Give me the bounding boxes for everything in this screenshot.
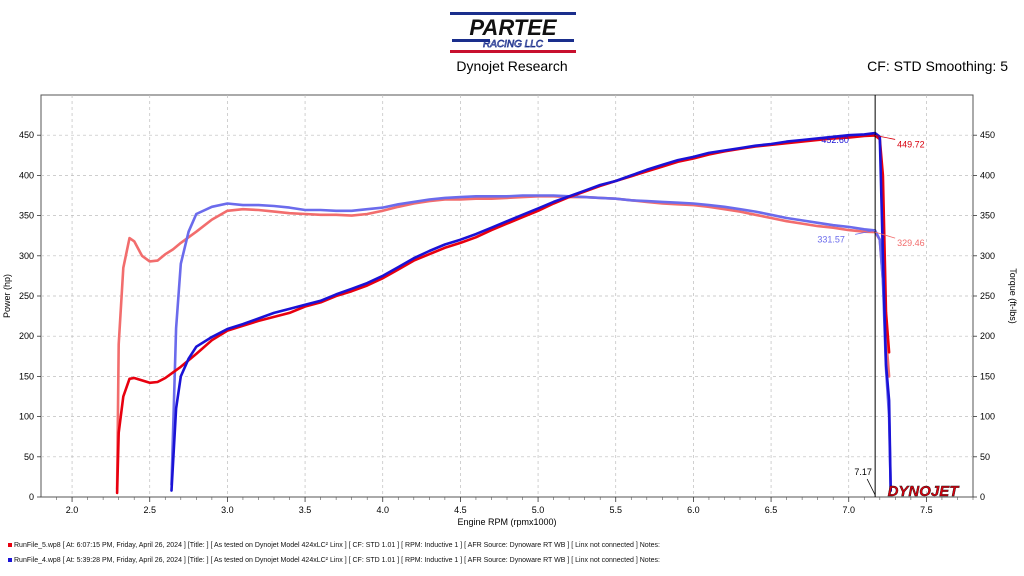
partee-racing-logo: PARTEE RACING LLC (450, 12, 576, 53)
y-left-tick-label: 450 (19, 130, 34, 140)
y-left-tick-label: 300 (19, 251, 34, 261)
y-axis-right-label: Torque (ft-lbs) (1008, 268, 1018, 324)
value-callout-leader (875, 231, 896, 239)
logo-main-text: PARTEE (469, 15, 558, 40)
y-right-tick-label: 300 (980, 251, 995, 261)
x-tick-label: 3.0 (221, 505, 234, 515)
logo-sub-text: RACING LLC (483, 39, 544, 50)
value-callout-label: 329.46 (897, 238, 925, 248)
series-runfile_4-wp8-power (170, 131, 893, 492)
y-right-tick-label: 50 (980, 452, 990, 462)
footer-run-4: RunFile_4.wp8 [ At: 5:39:28 PM, Friday, … (8, 557, 660, 564)
x-tick-label: 2.0 (66, 505, 79, 515)
cf-smoothing-info: CF: STD Smoothing: 5 (867, 58, 1008, 74)
rpm-cursor-pointer (866, 478, 876, 496)
footer-run-4-text: RunFile_4.wp8 [ At: 5:39:28 PM, Friday, … (14, 557, 660, 564)
y-right-tick-label: 450 (980, 130, 995, 140)
x-tick-label: 6.5 (765, 505, 778, 515)
value-callout-leader (859, 132, 876, 136)
y-right-tick-label: 150 (980, 371, 995, 381)
value-callout-label: 331.57 (817, 234, 845, 244)
y-left-tick-label: 400 (19, 170, 34, 180)
run-5-color-marker (8, 543, 12, 548)
x-tick-label: 5.5 (609, 505, 622, 515)
y-right-tick-label: 400 (980, 170, 995, 180)
y-left-tick-label: 0 (29, 492, 34, 502)
series-runfile_4-wp8-torque (170, 194, 893, 491)
dynojet-brand: DYNOJET (888, 483, 961, 500)
y-left-tick-label: 200 (19, 331, 34, 341)
value-callout-leader (875, 135, 896, 140)
x-tick-label: 6.0 (687, 505, 700, 515)
x-tick-label: 4.0 (376, 505, 389, 515)
run-4-color-marker (8, 558, 12, 563)
x-axis-label: Engine RPM (rpmx1000) (457, 517, 556, 527)
y-right-tick-label: 250 (980, 291, 995, 301)
y-left-tick-label: 50 (24, 452, 34, 462)
y-right-tick-label: 350 (980, 211, 995, 221)
x-tick-label: 7.5 (920, 505, 933, 515)
y-left-tick-label: 100 (19, 412, 34, 422)
value-callout-label: 449.72 (897, 139, 925, 149)
footer-run-5: RunFile_5.wp8 [ At: 6:07:15 PM, Friday, … (8, 542, 660, 549)
chart-subtitle: Dynojet Research (456, 58, 568, 74)
rpm-cursor-label: 7.17 (854, 467, 872, 477)
value-callout-leader (855, 230, 876, 235)
y-left-tick-label: 150 (19, 371, 34, 381)
y-left-tick-label: 250 (19, 291, 34, 301)
x-tick-label: 4.5 (454, 505, 467, 515)
x-tick-label: 7.0 (842, 505, 855, 515)
y-right-tick-label: 0 (980, 492, 985, 502)
series-runfile_5-wp8-torque (115, 195, 891, 491)
x-tick-label: 3.5 (299, 505, 312, 515)
footer-run-5-text: RunFile_5.wp8 [ At: 6:07:15 PM, Friday, … (14, 542, 660, 549)
x-tick-label: 2.5 (143, 505, 156, 515)
value-callout-label: 452.60 (821, 135, 849, 145)
y-axis-left-label: Power (hp) (2, 274, 12, 318)
x-tick-label: 5.0 (532, 505, 545, 515)
y-right-tick-label: 200 (980, 331, 995, 341)
y-left-tick-label: 350 (19, 211, 34, 221)
series-runfile_5-wp8-power (115, 134, 891, 495)
y-right-tick-label: 100 (980, 412, 995, 422)
